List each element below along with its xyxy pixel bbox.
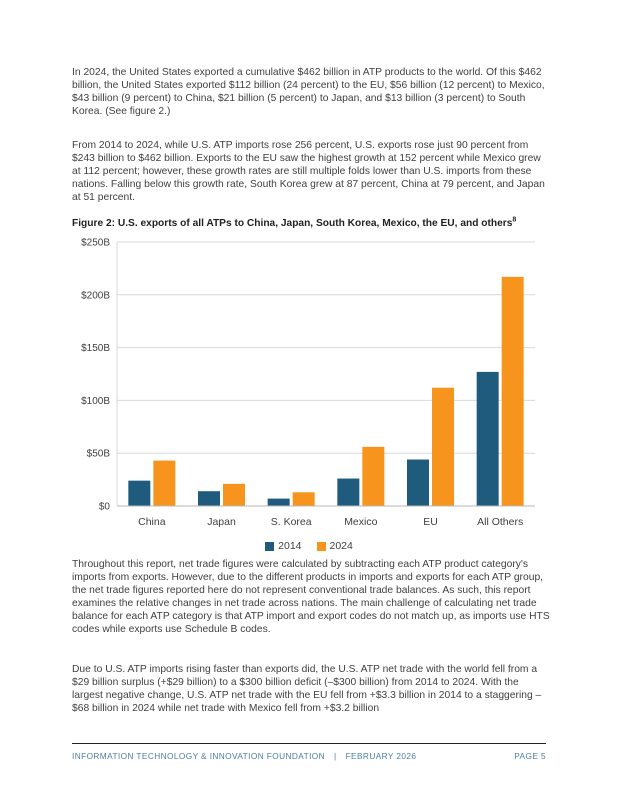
legend-swatch-2014 — [265, 541, 275, 551]
bar-2024-eu — [432, 387, 454, 506]
bar-2014-mexico — [337, 478, 360, 506]
x-axis-label: All Others — [477, 516, 523, 528]
footer-date: FEBRUARY 2026 — [345, 751, 417, 761]
footer-separator: | — [334, 751, 337, 761]
bar-2024-mexico — [362, 446, 385, 506]
bar-2014-all-others — [476, 371, 499, 506]
y-tick-label: $200B — [81, 290, 110, 301]
footer-row: INFORMATION TECHNOLOGY & INNOVATION FOUN… — [72, 751, 546, 761]
footer-page-number: PAGE 5 — [514, 751, 546, 761]
paragraph-exports-2024: In 2024, the United States exported a cu… — [72, 67, 545, 117]
x-axis-label: Mexico — [344, 516, 377, 528]
legend-item-2024: 2024 — [316, 540, 353, 552]
legend-label-2014: 2014 — [278, 540, 302, 552]
paragraph-net-trade-results: Due to U.S. ATP imports rising faster th… — [72, 664, 542, 714]
x-axis-label: Japan — [207, 516, 236, 528]
bar-2024-all-others — [501, 276, 524, 506]
x-axis-label: China — [138, 516, 166, 528]
bar-chart-canvas: $0 $50B $100B $150B $200B $250B China Japan S. K… — [81, 238, 535, 528]
chart-legend: 2014 2024 — [72, 540, 546, 552]
figure-caption: Figure 2: U.S. exports of all ATPs to Ch… — [72, 216, 552, 230]
legend-swatch-2024 — [316, 541, 326, 551]
legend-item-2014: 2014 — [265, 540, 302, 552]
bar-2014-japan — [198, 491, 220, 506]
bar-2024-china — [153, 460, 176, 506]
legend-label-2024: 2024 — [329, 540, 353, 552]
x-axis-label: EU — [423, 516, 438, 528]
paragraph-growth-2014-2024: From 2014 to 2024, while U.S. ATP import… — [72, 140, 545, 203]
footnote-marker: 8 — [512, 216, 517, 224]
y-tick-label: $0 — [99, 502, 111, 513]
figure-caption-text: Figure 2: U.S. exports of all ATPs to Ch… — [72, 218, 513, 229]
x-axis-label: S. Korea — [271, 516, 312, 528]
footer-organization: INFORMATION TECHNOLOGY & INNOVATION FOUN… — [72, 751, 326, 761]
y-tick-label: $100B — [81, 396, 110, 407]
y-tick-label: $250B — [81, 238, 110, 249]
y-tick-label: $50B — [87, 449, 111, 460]
bar-2014-eu — [407, 459, 429, 506]
bar-2014-china — [128, 480, 151, 506]
y-tick-label: $150B — [81, 343, 110, 354]
bar-2024-japan — [223, 483, 245, 506]
figure-2-bar-chart: $0 $50B $100B $150B $200B $250B China Japan S. K… — [72, 234, 546, 552]
bar-2014-s-korea — [267, 498, 290, 506]
page-footer: INFORMATION TECHNOLOGY & INNOVATION FOUN… — [72, 743, 546, 761]
bar-2024-s-korea — [292, 492, 315, 506]
paragraph-net-trade-method: Throughout this report, net trade figure… — [72, 559, 550, 635]
